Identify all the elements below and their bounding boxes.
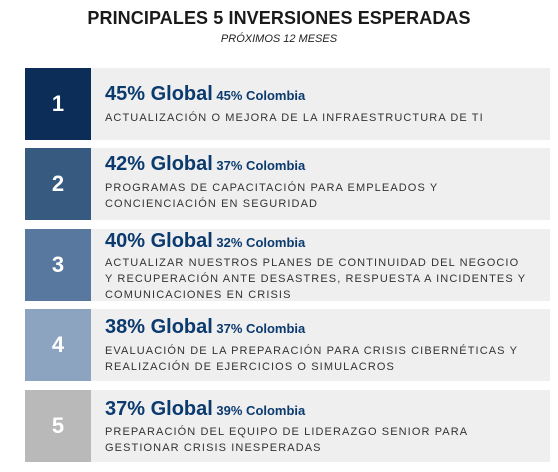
rank-badge: 3 — [25, 229, 91, 301]
stat-line: 42% Global 37% Colombia — [105, 153, 305, 176]
ranking-panel: 45% Global 45% Colombia ACTUALIZACIÓN O M… — [91, 68, 550, 140]
investment-description: ACTUALIZACIÓN O MEJORA DE LA INFRAESTRUC… — [105, 110, 544, 126]
investment-description: PREPARACIÓN DEL EQUIPO DE LIDERAZGO SENI… — [105, 424, 544, 456]
global-percentage: 45% Global — [105, 83, 213, 105]
rank-badge: 1 — [25, 68, 91, 140]
ranking-row-2: 2 42% Global 37% Colombia PROGRAMAS DE CAP… — [25, 148, 550, 220]
ranking-panel: 40% Global 32% Colombia ACTUALIZAR NUESTR… — [91, 229, 550, 301]
description-line: PREPARACIÓN DEL EQUIPO DE LIDERAZGO SENI… — [105, 426, 469, 438]
description-line: GESTIONAR CRISIS INESPERADAS — [105, 442, 322, 454]
global-percentage: 42% Global — [105, 153, 213, 175]
colombia-percentage: 37% Colombia — [212, 321, 306, 336]
ranking-row-3: 3 40% Global 32% Colombia ACTUALIZAR NUEST… — [25, 229, 550, 301]
description-line: Y RECUPERACIÓN ANTE DESASTRES, RESPUESTA… — [105, 273, 527, 285]
colombia-percentage: 37% Colombia — [212, 158, 306, 173]
stat-line: 40% Global 32% Colombia — [105, 230, 305, 253]
chart-subtitle: PRÓXIMOS 12 MESES — [220, 33, 338, 45]
global-percentage: 38% Global — [105, 316, 213, 338]
chart-title: PRINCIPALES 5 INVERSIONES ESPERADAS — [87, 8, 471, 28]
ranking-panel: 38% Global 37% Colombia EVALUACIÓN DE LA … — [91, 309, 550, 381]
description-line: COMUNICACIONES EN CRISIS — [105, 289, 292, 301]
rank-badge: 2 — [25, 148, 91, 220]
description-line: ACTUALIZAR NUESTROS PLANES DE CONTINUIDA… — [105, 257, 520, 269]
description-line: EVALUACIÓN DE LA PREPARACIÓN PARA CRISIS… — [105, 345, 519, 357]
rank-badge: 5 — [25, 390, 91, 462]
description-line: PROGRAMAS DE CAPACITACIÓN PARA EMPLEADOS… — [105, 182, 439, 194]
global-percentage: 40% Global — [105, 230, 213, 252]
global-percentage: 37% Global — [105, 398, 213, 420]
stat-line: 45% Global 45% Colombia — [105, 83, 305, 106]
description-line: CONCIENCIACIÓN EN SEGURIDAD — [105, 198, 319, 210]
ranking-row-4: 4 38% Global 37% Colombia EVALUACIÓN DE LA… — [25, 309, 550, 381]
investment-description: ACTUALIZAR NUESTROS PLANES DE CONTINUIDA… — [105, 255, 544, 303]
stat-line: 37% Global 39% Colombia — [105, 398, 305, 421]
ranking-row-5: 5 37% Global 39% Colombia PREPARACIÓN DEL … — [25, 390, 550, 462]
colombia-percentage: 32% Colombia — [212, 235, 306, 250]
rank-badge: 4 — [25, 309, 91, 381]
ranking-panel: 42% Global 37% Colombia PROGRAMAS DE CAPA… — [91, 148, 550, 220]
investment-description: EVALUACIÓN DE LA PREPARACIÓN PARA CRISIS… — [105, 343, 544, 375]
description-line: ACTUALIZACIÓN O MEJORA DE LA INFRAESTRUC… — [105, 112, 484, 124]
ranking-panel: 37% Global 39% Colombia PREPARACIÓN DEL E… — [91, 390, 550, 462]
colombia-percentage: 39% Colombia — [212, 403, 306, 418]
colombia-percentage: 45% Colombia — [212, 88, 306, 103]
ranking-row-1: 1 45% Global 45% Colombia ACTUALIZACIÓN O … — [25, 68, 550, 140]
investment-description: PROGRAMAS DE CAPACITACIÓN PARA EMPLEADOS… — [105, 180, 544, 212]
stat-line: 38% Global 37% Colombia — [105, 316, 305, 339]
description-line: REALIZACIÓN DE EJERCICIOS O SIMULACROS — [105, 361, 395, 373]
